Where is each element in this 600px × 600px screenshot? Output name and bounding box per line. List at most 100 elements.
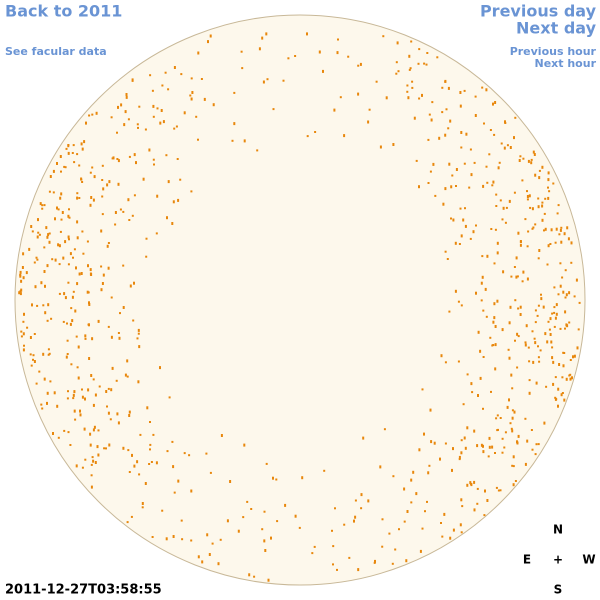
facula xyxy=(138,105,141,108)
facula xyxy=(565,377,568,381)
facula xyxy=(151,89,154,92)
facula xyxy=(508,199,511,203)
facula xyxy=(473,508,476,512)
facula xyxy=(560,240,563,244)
facula xyxy=(65,147,68,150)
facula xyxy=(411,80,414,83)
facula xyxy=(485,88,488,92)
facula xyxy=(153,163,155,166)
previous-hour-link[interactable]: Previous hour xyxy=(510,45,597,58)
faculae xyxy=(18,32,581,582)
previous-day-link[interactable]: Previous day xyxy=(480,2,597,21)
facula xyxy=(506,144,509,147)
facula xyxy=(73,161,76,164)
facula xyxy=(462,403,465,406)
facular-data-link[interactable]: See facular data xyxy=(5,45,107,58)
facula xyxy=(484,489,486,493)
facula xyxy=(554,397,557,401)
facula xyxy=(516,366,519,369)
facula xyxy=(541,165,544,169)
facula xyxy=(152,104,155,108)
facula xyxy=(57,208,60,211)
facula xyxy=(444,250,447,253)
next-day-link[interactable]: Next day xyxy=(516,19,597,38)
facula xyxy=(150,461,153,463)
next-hour-link[interactable]: Next hour xyxy=(535,57,597,70)
facula xyxy=(543,229,545,232)
facula xyxy=(554,376,557,379)
facula xyxy=(444,361,447,364)
facula xyxy=(81,230,84,233)
facula xyxy=(532,226,535,229)
facula xyxy=(452,447,454,451)
facula xyxy=(23,344,25,347)
facula xyxy=(41,207,44,210)
facula xyxy=(66,339,69,342)
facula xyxy=(84,397,86,401)
facula xyxy=(36,304,39,307)
facula xyxy=(173,66,176,69)
facula xyxy=(353,519,355,523)
facula xyxy=(516,332,519,336)
facula xyxy=(455,168,458,171)
compass-west: W xyxy=(582,553,595,567)
facula xyxy=(499,199,502,202)
facula xyxy=(127,118,130,121)
facula xyxy=(64,240,67,244)
facula xyxy=(564,296,567,299)
facula xyxy=(91,166,94,169)
facula xyxy=(122,264,125,267)
facula xyxy=(107,242,110,244)
facula xyxy=(524,462,527,466)
facula xyxy=(128,471,131,473)
facula xyxy=(64,296,67,300)
facula xyxy=(166,216,168,220)
facula xyxy=(528,379,531,382)
facula xyxy=(75,266,77,270)
facula xyxy=(425,63,428,66)
facula xyxy=(67,151,70,155)
facula xyxy=(70,363,73,366)
facula xyxy=(552,382,555,386)
facula xyxy=(562,290,565,294)
facula xyxy=(493,262,496,265)
facula xyxy=(54,258,57,262)
facula xyxy=(496,299,499,303)
facula xyxy=(81,466,84,469)
facula xyxy=(483,122,485,125)
facula xyxy=(119,208,122,211)
facula xyxy=(262,80,265,84)
facula xyxy=(459,207,462,210)
facula xyxy=(534,173,537,177)
facula xyxy=(405,559,408,563)
facula xyxy=(102,273,105,277)
back-link[interactable]: Back to 2011 xyxy=(5,2,122,21)
facula xyxy=(557,387,560,391)
facula xyxy=(67,144,70,148)
facula xyxy=(56,404,59,408)
facula xyxy=(110,388,113,392)
facula xyxy=(526,245,529,248)
facula xyxy=(446,258,449,260)
facula xyxy=(152,115,155,118)
facula xyxy=(53,391,56,395)
facula xyxy=(540,297,543,301)
facula xyxy=(197,138,199,141)
facula xyxy=(136,460,139,464)
facula xyxy=(514,116,517,119)
facula xyxy=(461,505,464,508)
facula xyxy=(107,411,110,415)
facula xyxy=(375,80,378,83)
facula xyxy=(109,418,112,421)
facula xyxy=(172,535,175,538)
facula xyxy=(190,97,193,101)
facula xyxy=(67,214,70,218)
facula xyxy=(208,553,211,556)
facula xyxy=(148,463,151,465)
facula xyxy=(490,228,493,230)
facula xyxy=(79,409,81,413)
facula xyxy=(72,393,75,397)
facula xyxy=(476,444,479,448)
facula xyxy=(485,315,488,318)
facula xyxy=(272,108,275,111)
